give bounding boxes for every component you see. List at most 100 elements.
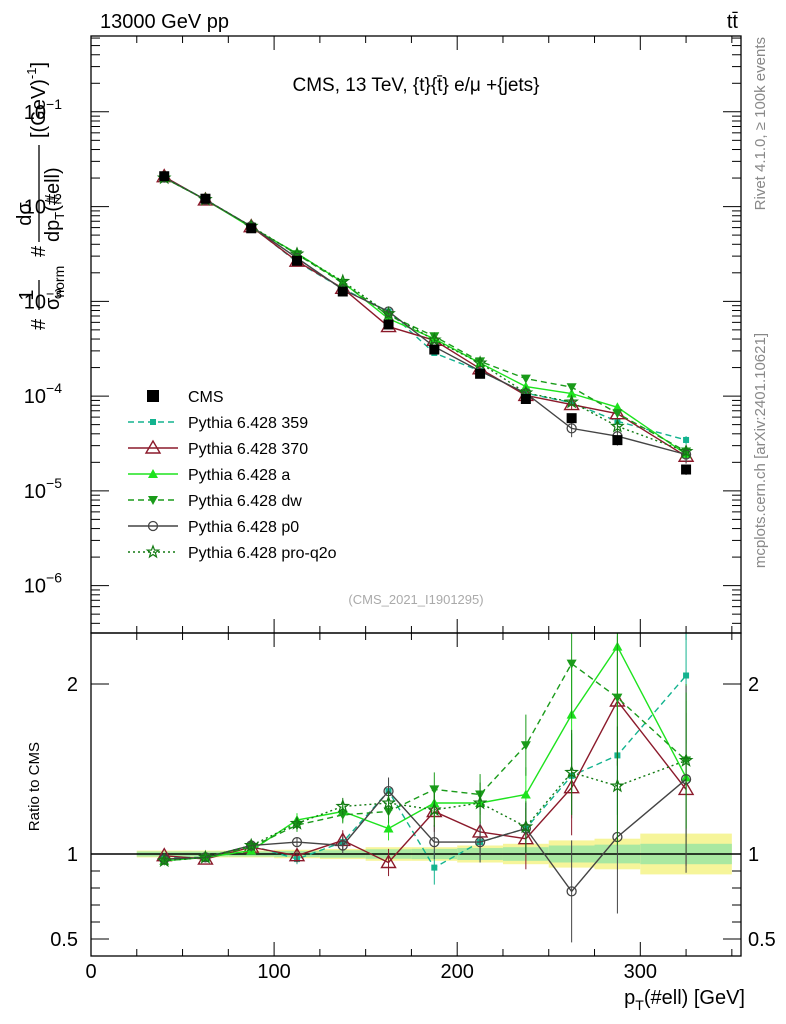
mcplots-label: mcplots.cern.ch [arXiv:2401.10621] (752, 333, 769, 568)
ratio-panel: 2 2 1 1 0.5 0.5 0 100 200 300 (50, 633, 776, 983)
marker (472, 795, 488, 810)
process-label: tt̄ (727, 11, 739, 33)
marker (429, 836, 440, 848)
marker (475, 368, 486, 379)
series-line (164, 759, 687, 862)
x-tick-label: 300 (624, 961, 657, 983)
marker (156, 853, 172, 868)
marker (472, 355, 488, 370)
marker (147, 520, 159, 532)
marker (246, 223, 257, 234)
marker (612, 409, 623, 419)
marker (200, 193, 211, 204)
marker (683, 672, 690, 679)
series-line (163, 177, 687, 453)
main-ylabel: # 1 σnorm # dσ dpT(#ell) [(GeV)-1] (14, 62, 67, 330)
series-line (163, 176, 687, 441)
plot-title: CMS, 13 TeV, {t}{t̄} e/μ +{jets} (292, 75, 539, 96)
series-line (163, 176, 687, 456)
marker (566, 388, 577, 398)
series-line (164, 778, 687, 893)
y-tick-label: 10−2 (24, 191, 62, 219)
marker (429, 344, 440, 355)
svg-text:#: # (28, 245, 50, 257)
main-series-p359 (161, 174, 690, 445)
legend-label: Pythia 6.428 a (188, 467, 290, 484)
legend-label: Pythia 6.428 pro-q2o (188, 545, 337, 562)
marker (429, 332, 440, 342)
marker (566, 413, 577, 424)
x-tick-label: 100 (257, 961, 290, 983)
marker (678, 752, 694, 767)
y-tick-label: 10−6 (24, 570, 62, 598)
marker (145, 544, 161, 559)
legend-entry: Pythia 6.428 p0 (128, 519, 299, 536)
marker (681, 464, 692, 475)
legend-entry: Pythia 6.428 pro-q2o (128, 544, 337, 562)
marker (518, 819, 534, 834)
marker (610, 778, 625, 793)
series-line (164, 699, 687, 864)
svg-text:#: # (28, 318, 50, 330)
legend-label: Pythia 6.428 370 (188, 441, 308, 458)
main-panel: 10−1 10−2 10−3 10−4 10−5 10−6 (24, 36, 741, 633)
marker (474, 836, 486, 848)
ratio-y-tick-label: 1 (67, 844, 78, 866)
marker (426, 332, 442, 347)
legend-entry: Pythia 6.428 a (128, 467, 290, 484)
marker (383, 319, 394, 330)
svg-text:σnorm: σnorm (42, 266, 67, 310)
y-tick-label: 10−5 (24, 475, 62, 503)
marker (291, 836, 303, 848)
marker (380, 854, 397, 869)
marker (335, 798, 351, 813)
marker (566, 383, 577, 393)
y-tick-label: 10−1 (24, 96, 62, 124)
marker (566, 423, 577, 434)
marker (144, 439, 162, 454)
ratio-y-tick-label: 0.5 (50, 929, 78, 951)
marker (612, 435, 623, 446)
marker (683, 436, 690, 443)
marker (335, 273, 351, 288)
marker (148, 496, 158, 505)
legend: CMS Pythia 6.428 359 Pythia 6.428 370 Pythi… (128, 389, 337, 562)
main-series-data (159, 171, 692, 475)
marker (289, 815, 305, 830)
legend-label: Pythia 6.428 359 (188, 415, 308, 432)
legend-entry: CMS (147, 389, 224, 406)
ratio-y-tick-label: 2 (67, 674, 78, 696)
legend-label: Pythia 6.428 p0 (188, 519, 299, 536)
ratio-y-tick-label-right: 2 (748, 674, 759, 696)
y-tick-label: 10−4 (24, 380, 62, 408)
marker (612, 402, 623, 412)
marker (520, 789, 531, 799)
ratio-frame (90, 632, 742, 957)
x-tick-label: 200 (441, 961, 474, 983)
series-line (164, 662, 687, 862)
marker (520, 393, 531, 404)
marker (383, 823, 394, 833)
legend-entry: Pythia 6.428 370 (128, 439, 308, 458)
marker (243, 837, 259, 852)
energy-label: 13000 GeV pp (100, 11, 229, 33)
svg-text:dσ: dσ (14, 202, 36, 226)
marker (426, 802, 442, 817)
ratio-series-pp0 (159, 685, 692, 943)
marker (150, 419, 156, 425)
marker (566, 886, 577, 897)
marker (148, 469, 158, 478)
svg-text:dpT(#ell): dpT(#ell) (42, 167, 67, 242)
marker (564, 764, 579, 779)
legend-entry: Pythia 6.428 359 (128, 415, 308, 432)
svg-text:1: 1 (16, 289, 38, 300)
legend-label: CMS (188, 389, 224, 406)
series-line (163, 177, 687, 453)
legend-entry: Pythia 6.428 dw (128, 493, 302, 510)
marker (429, 785, 440, 795)
marker (291, 255, 302, 266)
y-tick-label: 10−3 (24, 285, 62, 313)
marker (337, 840, 348, 851)
legend-label: Pythia 6.428 dw (188, 493, 302, 510)
